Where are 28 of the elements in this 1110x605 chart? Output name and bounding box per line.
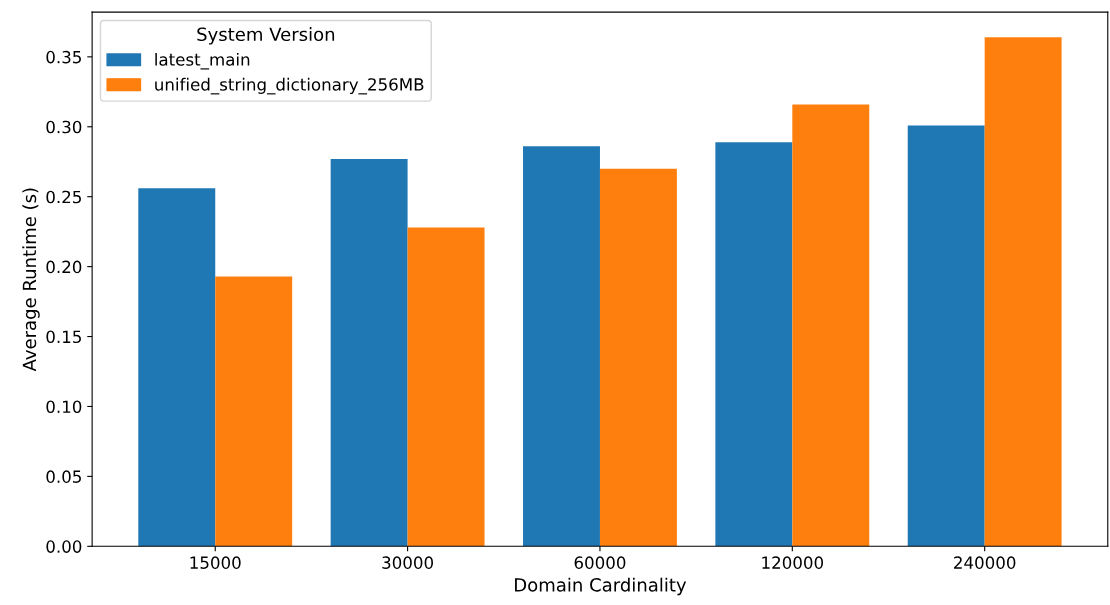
x-tick-label: 240000 [954, 556, 1016, 569]
bar [215, 276, 293, 547]
y-tick-label: 0.15 [46, 330, 81, 344]
y-tick-label: 0.10 [46, 400, 82, 414]
y-tick-label: 0.30 [46, 120, 82, 134]
x-tick-label: 15000 [190, 556, 241, 569]
bar [715, 142, 793, 547]
y-axis-title: Average Runtime (s) [22, 188, 40, 372]
bar [330, 158, 408, 547]
x-tick-label: 60000 [574, 556, 626, 569]
y-tick-label: 0.20 [46, 260, 82, 274]
x-tick-label: 30000 [382, 556, 433, 569]
legend-label: latest_main [155, 52, 250, 70]
x-tick-label: 120000 [762, 556, 824, 569]
bar [599, 168, 677, 547]
y-tick-label: 0.25 [46, 190, 81, 204]
x-axis-title: Domain Cardinality [515, 577, 687, 596]
y-tick-label: 0.35 [46, 50, 81, 64]
bar [523, 146, 600, 547]
bar [138, 188, 216, 547]
bar [984, 37, 1062, 547]
y-tick-label: 0.00 [46, 540, 82, 553]
bar [407, 227, 485, 547]
legend-label: unified_string_dictionary_256MB [155, 77, 424, 95]
bar [792, 104, 870, 547]
bar [907, 125, 985, 547]
legend-title: System Version [197, 27, 335, 45]
y-tick-label: 0.05 [46, 470, 81, 483]
